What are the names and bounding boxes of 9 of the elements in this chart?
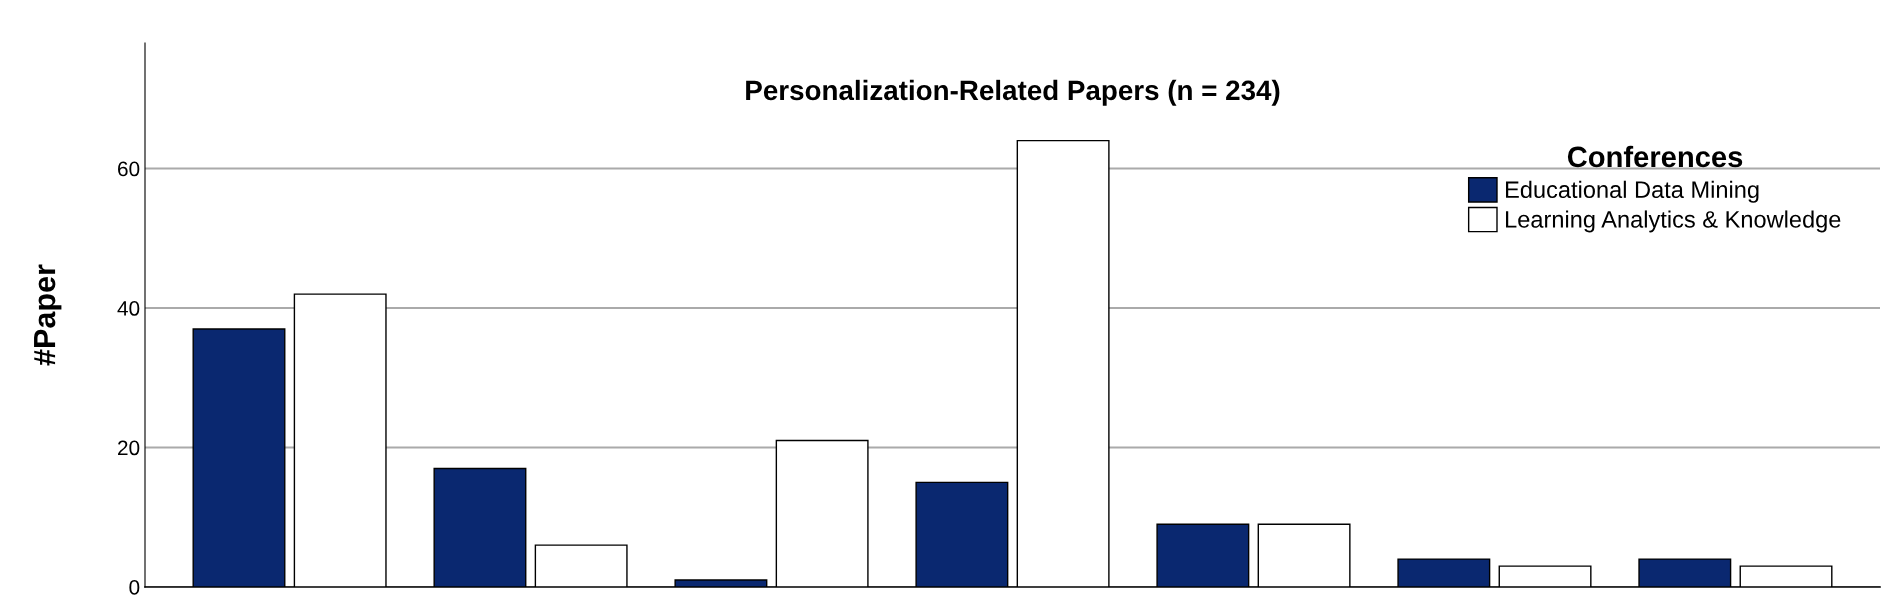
text: Personalization-Related Papers (n = 234): [746, 79, 1280, 106]
y-axis-title: #Paper: [34, 264, 62, 366]
legend-label: Educational Data Mining: [1506, 180, 1759, 203]
legend-title: Conferences: [1567, 145, 1743, 168]
y-tick-label: 20: [118, 440, 140, 456]
legend-label: Learning Analytics & Knowledge: [1506, 210, 1841, 233]
y-tick-label: 40: [117, 301, 140, 316]
y-tick-label: 60: [118, 161, 140, 177]
y-tick-label: 0: [129, 580, 140, 595]
